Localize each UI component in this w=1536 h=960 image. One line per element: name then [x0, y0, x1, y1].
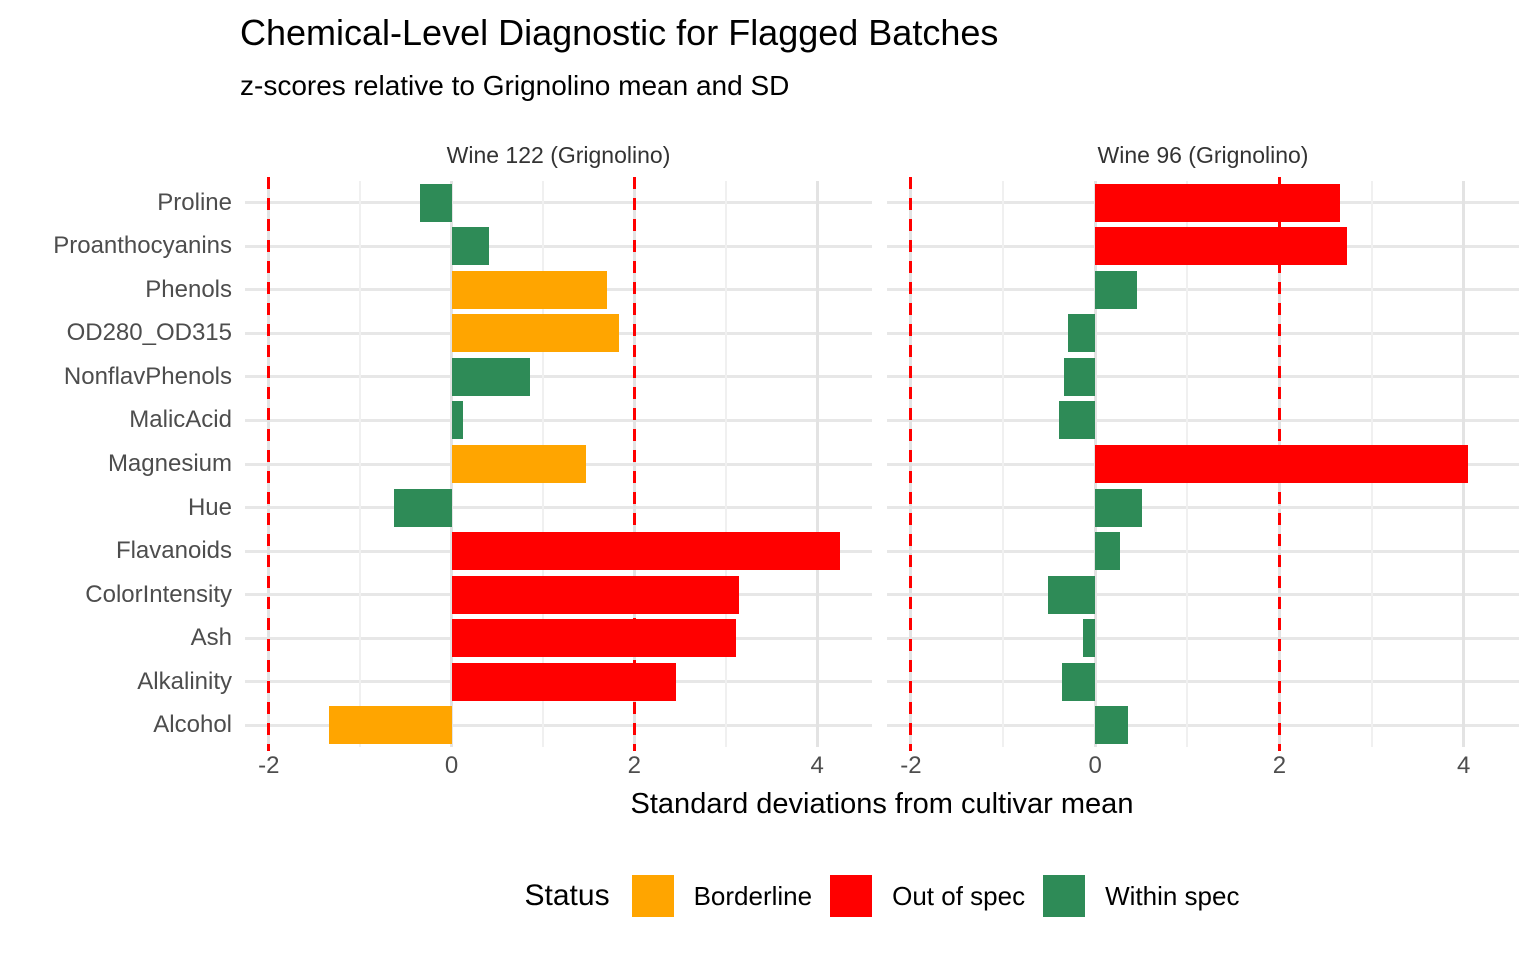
y-label-OD280_OD315: OD280_OD315 [66, 319, 232, 347]
h-gridline [887, 506, 1519, 510]
y-label-Magnesium: Magnesium [107, 449, 232, 477]
h-gridline [887, 418, 1519, 422]
bar-wine-122-MalicAcid [451, 401, 463, 440]
bar-wine-122-Alcohol [329, 706, 452, 745]
bar-wine-96-NonflavPhenols [1063, 357, 1096, 396]
h-gridline [887, 723, 1519, 727]
y-label-Alkalinity: Alkalinity [137, 667, 232, 695]
x-tick-label: -2 [258, 752, 280, 779]
bar-wine-96-Magnesium [1095, 445, 1469, 483]
legend-label-within-spec: Within spec [1105, 880, 1240, 911]
h-gridline [887, 549, 1519, 553]
facet-title-wine-122: Wine 122 (Grignolino) [446, 141, 671, 168]
facet-title-wine-96: Wine 96 (Grignolino) [1097, 141, 1309, 168]
h-gridline [887, 288, 1519, 292]
legend-label-borderline: Borderline [693, 880, 813, 911]
spec-limit-line [267, 177, 271, 751]
legend-label-out-of-spec: Out of spec [892, 880, 1026, 911]
bar-wine-122-NonflavPhenols [451, 357, 531, 396]
y-label-ColorIntensity: ColorIntensity [85, 580, 232, 608]
h-gridline [245, 244, 872, 248]
y-label-Phenols: Phenols [145, 275, 232, 303]
bar-wine-122-Alkalinity [451, 662, 677, 701]
bar-wine-122-Hue [393, 488, 452, 527]
y-label-NonflavPhenols: NonflavPhenols [63, 362, 232, 390]
h-gridline [887, 636, 1519, 640]
h-gridline [245, 375, 872, 379]
bar-wine-96-Proanthocyanins [1095, 227, 1347, 266]
facet-panel-wine-122 [245, 177, 872, 751]
legend-item-within-spec: Within spec [1043, 875, 1239, 917]
facet-panel-wine-96 [887, 177, 1519, 751]
legend-item-out-of-spec: Out of spec [830, 875, 1025, 917]
y-label-MalicAcid: MalicAcid [129, 406, 232, 434]
bar-wine-122-ColorIntensity [451, 575, 739, 614]
bar-wine-122-Ash [451, 619, 736, 658]
y-label-Hue: Hue [187, 493, 232, 521]
legend-title: Status [524, 879, 610, 912]
x-axis-title: Standard deviations from cultivar mean [630, 788, 1134, 820]
h-gridline [245, 201, 872, 205]
v-gridline [359, 181, 362, 747]
chart-subtitle: z-scores relative to Grignolino mean and… [240, 70, 790, 101]
status-legend: Status Borderline Out of spec Within spe… [245, 868, 1519, 924]
x-tick-label: 4 [810, 752, 824, 779]
y-axis-labels: Proline Proanthocyanins Phenols OD280_OD315… [40, 181, 232, 747]
v-gridline [815, 181, 819, 747]
bar-wine-122-Phenols [451, 270, 607, 309]
bar-wine-96-Hue [1095, 488, 1143, 527]
h-gridline [245, 506, 872, 510]
bar-wine-96-Phenols [1095, 270, 1137, 309]
h-gridline [887, 680, 1519, 684]
x-tick-label: 0 [1088, 752, 1102, 779]
x-tick-label: 2 [627, 752, 642, 779]
spec-limit-line [909, 177, 913, 751]
spec-limit-line [632, 177, 636, 751]
y-label-Flavanoids: Flavanoids [115, 537, 232, 565]
bar-wine-96-ColorIntensity [1048, 575, 1096, 614]
y-label-Ash: Ash [190, 624, 232, 652]
y-label-Alcohol: Alcohol [153, 711, 232, 739]
h-gridline [887, 331, 1519, 335]
v-gridline [724, 181, 727, 747]
bar-wine-96-Alkalinity [1062, 662, 1096, 701]
x-tick-label: 2 [1272, 752, 1287, 779]
v-gridline [1002, 181, 1005, 747]
bar-wine-122-Proanthocyanins [451, 227, 490, 266]
legend-item-borderline: Borderline [631, 875, 813, 917]
h-gridline [887, 593, 1519, 597]
x-tick-label: -2 [900, 752, 922, 779]
bar-wine-96-OD280_OD315 [1067, 314, 1096, 353]
bar-wine-96-MalicAcid [1059, 401, 1096, 440]
out-of-spec-swatch-icon [830, 875, 873, 917]
bar-wine-96-Alcohol [1095, 706, 1129, 745]
y-label-Proline: Proline [157, 188, 232, 216]
borderline-swatch-icon [631, 875, 674, 917]
h-gridline [887, 375, 1519, 379]
x-tick-label: 0 [444, 752, 459, 779]
bar-wine-96-Proline [1095, 183, 1341, 222]
bar-wine-122-Magnesium [451, 445, 586, 483]
y-label-Proanthocyanins: Proanthocyanins [53, 232, 232, 260]
bar-wine-122-Flavanoids [451, 532, 840, 571]
h-gridline [245, 723, 872, 727]
bar-wine-122-Proline [420, 183, 452, 222]
chart-title: Chemical-Level Diagnostic for Flagged Ba… [240, 12, 999, 53]
bar-wine-96-Flavanoids [1095, 532, 1121, 571]
h-gridline [245, 418, 872, 422]
x-tick-label: 4 [1457, 752, 1471, 779]
within-spec-swatch-icon [1043, 875, 1086, 917]
bar-wine-122-OD280_OD315 [451, 314, 619, 353]
bar-wine-96-Ash [1083, 619, 1096, 658]
